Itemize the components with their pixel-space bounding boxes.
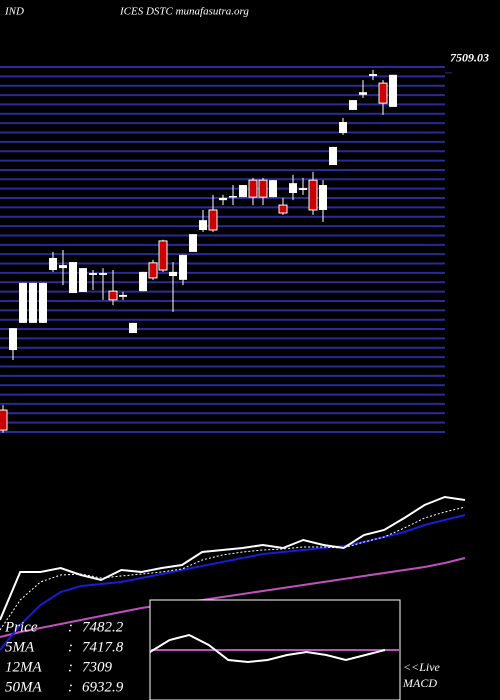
- series-line: [0, 557, 466, 638]
- candle-body: [349, 100, 357, 110]
- candle-body: [79, 268, 87, 292]
- candle-body: [179, 254, 187, 280]
- candle-body: [9, 328, 17, 351]
- macd-name: MACD: [402, 676, 437, 690]
- candle-body: [229, 196, 237, 198]
- candle-body: [339, 122, 347, 133]
- candle-body: [89, 273, 97, 275]
- legend-value: 7482.2: [82, 619, 124, 635]
- candle-body: [239, 185, 247, 198]
- candle-body: [59, 265, 67, 269]
- candle-body: [329, 146, 337, 166]
- macd-line: [149, 633, 386, 664]
- candle-body: [289, 183, 297, 193]
- candle-body: [148, 262, 158, 279]
- macd-label: <<Live: [403, 660, 441, 674]
- candle-body: [39, 282, 47, 323]
- candle-body: [269, 180, 277, 198]
- legend-value: 6932.9: [82, 679, 124, 695]
- legend-name: 50MA: [5, 679, 42, 695]
- candle-body: [389, 74, 397, 107]
- candle-body: [319, 185, 327, 210]
- candle-body: [189, 234, 197, 252]
- legend-value: 7417.8: [82, 639, 124, 655]
- candle-body: [19, 282, 27, 323]
- legend-name: Price: [4, 619, 38, 635]
- legend-separator: :: [68, 619, 73, 635]
- candle-body: [69, 262, 77, 294]
- candle-body: [208, 209, 218, 231]
- candle-body: [169, 271, 177, 277]
- candle-body: [129, 322, 137, 334]
- candle-body: [258, 179, 268, 198]
- candle-body: [139, 271, 147, 292]
- candle-body: [369, 74, 377, 76]
- legend-name: 12MA: [5, 659, 42, 675]
- candle-body: [119, 294, 127, 297]
- candle-body: [278, 204, 288, 214]
- candle-body: [99, 273, 107, 275]
- title-right: ICES DSTC munafasutra.org: [119, 6, 249, 18]
- candle-body: [49, 257, 57, 271]
- candle-body: [158, 240, 168, 271]
- candle-body: [299, 188, 307, 190]
- candle-body: [0, 409, 8, 431]
- candle-body: [199, 220, 207, 230]
- legend-value: 7309: [82, 659, 113, 675]
- candle-body: [108, 290, 118, 301]
- candle-body: [359, 92, 367, 95]
- legend-name: 5MA: [5, 639, 35, 655]
- candle-body: [248, 179, 258, 198]
- series-line: [0, 495, 466, 621]
- candle-body: [378, 82, 388, 104]
- legend-separator: :: [68, 679, 73, 695]
- legend-separator: :: [68, 639, 73, 655]
- y-tick-label: 7509.03: [450, 51, 489, 65]
- series-line: [0, 514, 466, 651]
- candle-body: [219, 197, 227, 201]
- candle-body: [29, 282, 37, 323]
- legend-separator: :: [68, 659, 73, 675]
- title-left: IND: [4, 6, 24, 18]
- candle-body: [308, 179, 318, 211]
